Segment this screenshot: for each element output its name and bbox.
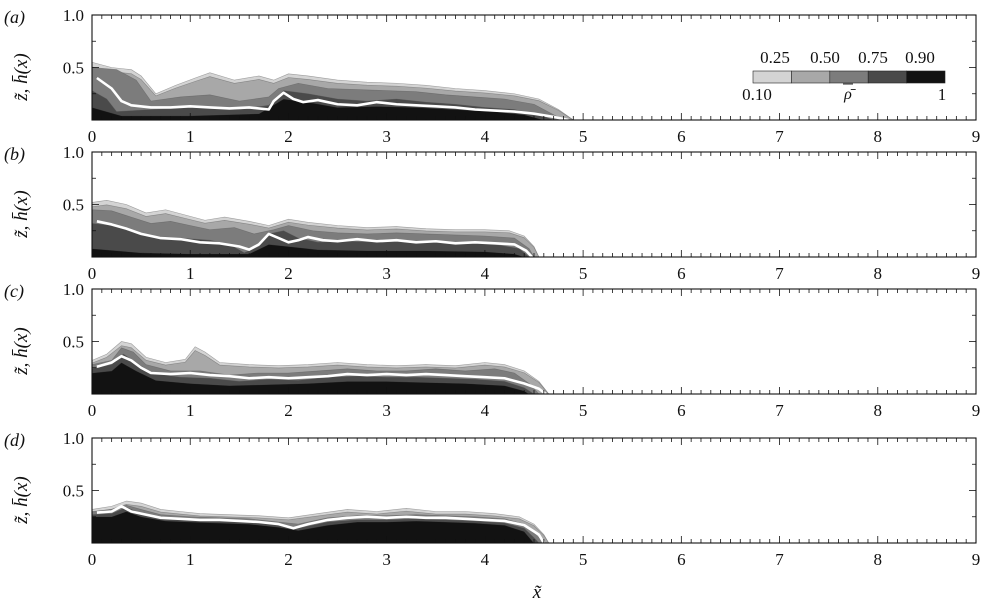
- colorbar-swatch-3: [867, 70, 907, 84]
- x-tick-label: 8: [874, 264, 883, 283]
- x-tick-label: 3: [382, 401, 391, 420]
- x-tick-label: 2: [284, 550, 293, 569]
- y-tick-label: 0.5: [63, 482, 84, 501]
- x-tick-label: 3: [382, 550, 391, 569]
- colorbar-level-5: 1: [938, 85, 947, 104]
- x-axis-label: x̃: [532, 582, 542, 603]
- panel-2: 0 1 2 3 4 5 6 7 8 9 0.5 1.0 (c) z̃, h̄(x): [4, 280, 980, 420]
- panel-3: 0 1 2 3 4 5 6 7 8 9 0.5 1.0 (d) z̃, h̄(x): [4, 429, 980, 569]
- density-layer-0.90: [91, 362, 531, 395]
- x-tick-label: 0: [88, 127, 97, 146]
- x-tick-label: 0: [88, 401, 97, 420]
- h-curve: [96, 504, 545, 544]
- x-tick-label: 5: [579, 264, 588, 283]
- x-tick-label: 2: [284, 127, 293, 146]
- h-curve: [96, 354, 547, 396]
- x-tick-label: 4: [481, 127, 490, 146]
- x-tick-label: 4: [481, 401, 490, 420]
- x-tick-label: 7: [775, 401, 784, 420]
- colorbar-swatch-0: [752, 70, 792, 84]
- x-tick-label: 7: [775, 264, 784, 283]
- x-tick-label: 0: [88, 550, 97, 569]
- y-axis-label: z̃, h̄(x): [11, 476, 32, 524]
- x-tick-label: 1: [186, 401, 195, 420]
- h-curve: [96, 76, 569, 122]
- y-tick-label: 0.5: [63, 59, 84, 78]
- x-tick-label: 1: [186, 550, 195, 569]
- density-layer-0.90: [91, 98, 544, 121]
- colorbar-swatches: [752, 70, 946, 85]
- y-axis-label: z̃, h̄(x): [11, 53, 32, 101]
- x-tick-label: 9: [972, 264, 981, 283]
- colorbar-level-0: 0.10: [742, 85, 772, 104]
- x-tick-label: 5: [579, 550, 588, 569]
- x-tick-label: 6: [677, 401, 686, 420]
- y-tick-label: 0.5: [63, 196, 84, 215]
- x-tick-label: 4: [481, 550, 490, 569]
- x-tick-label: 6: [677, 550, 686, 569]
- colorbar-level-3: 0.75: [858, 48, 888, 67]
- colorbar-swatch-1: [791, 70, 831, 84]
- y-tick-label: 1.0: [63, 280, 84, 299]
- x-tick-label: 9: [972, 127, 981, 146]
- x-tick-label: 8: [874, 401, 883, 420]
- x-tick-label: 2: [284, 264, 293, 283]
- x-tick-label: 6: [677, 127, 686, 146]
- colorbar-level-4: 0.90: [905, 48, 935, 67]
- colorbar-level-2: 0.50: [810, 48, 840, 67]
- x-tick-label: 3: [382, 127, 391, 146]
- colorbar-swatch-4: [906, 70, 946, 84]
- x-tick-label: 5: [579, 401, 588, 420]
- y-tick-label: 0.5: [63, 333, 84, 352]
- y-tick-label: 1.0: [63, 429, 84, 448]
- panels: 0 1 2 3 4 5 6 7 8 9 0.5 1.0 (a) z̃, h̄(x) 0 1 2 3 4 5 6 7 8 9 0.…: [4, 6, 980, 569]
- panel-label: (c): [4, 281, 24, 302]
- panel-label: (d): [4, 430, 25, 451]
- h-curve: [96, 220, 533, 258]
- panel-label: (b): [4, 144, 25, 165]
- y-tick-label: 1.0: [63, 6, 84, 25]
- x-tick-label: 6: [677, 264, 686, 283]
- x-tick-label: 5: [579, 127, 588, 146]
- x-tick-label: 9: [972, 550, 981, 569]
- colorbar-legend: 0.10 0.25 0.50 0.75 0.90 1 ρ̄: [742, 48, 946, 104]
- panel-label: (a): [4, 7, 25, 28]
- x-tick-label: 2: [284, 401, 293, 420]
- y-tick-label: 1.0: [63, 143, 84, 162]
- x-tick-label: 7: [775, 550, 784, 569]
- x-tick-label: 3: [382, 264, 391, 283]
- x-tick-label: 1: [186, 264, 195, 283]
- x-tick-label: 1: [186, 127, 195, 146]
- y-axis-label: z̃, h̄(x): [11, 327, 32, 375]
- x-tick-label: 9: [972, 401, 981, 420]
- colorbar-level-1: 0.25: [760, 48, 790, 67]
- density-layer-0.90: [91, 511, 535, 544]
- x-tick-label: 4: [481, 264, 490, 283]
- x-tick-label: 8: [874, 550, 883, 569]
- x-tick-label: 7: [775, 127, 784, 146]
- x-tick-label: 8: [874, 127, 883, 146]
- panel-0: 0 1 2 3 4 5 6 7 8 9 0.5 1.0 (a) z̃, h̄(x): [4, 6, 980, 146]
- y-axis-label: z̃, h̄(x): [11, 190, 32, 238]
- colorbar-swatch-2: [829, 70, 869, 84]
- x-tick-label: 0: [88, 264, 97, 283]
- panel-1: 0 1 2 3 4 5 6 7 8 9 0.5 1.0 (b) z̃, h̄(x): [4, 143, 980, 283]
